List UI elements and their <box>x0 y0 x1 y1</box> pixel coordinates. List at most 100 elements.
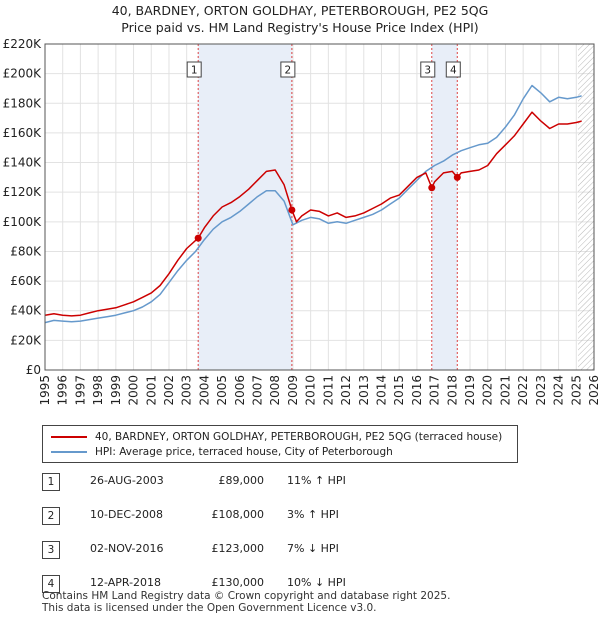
x-tick-label: 2008 <box>268 375 282 406</box>
transaction-hpi-diff: 11% ↑ HPI <box>287 474 346 487</box>
sale-points <box>194 173 461 242</box>
x-tick-label: 1996 <box>56 375 70 406</box>
x-tick-label: 2022 <box>516 375 530 406</box>
transaction-date: 02-NOV-2016 <box>90 542 164 555</box>
x-tick-label: 2015 <box>392 375 406 406</box>
legend-label-property: 40, BARDNEY, ORTON GOLDHAY, PETERBOROUGH… <box>95 431 503 443</box>
transaction-row: 3 02-NOV-2016 £123,000 7% ↓ HPI <box>42 540 442 574</box>
x-tick-label: 2019 <box>463 375 477 406</box>
transaction-date: 10-DEC-2008 <box>90 508 164 521</box>
x-tick-label: 2003 <box>180 375 194 406</box>
sale-label-box <box>280 61 296 78</box>
shaded-range <box>431 44 458 370</box>
sale-point <box>428 184 436 192</box>
y-tick-label: £220K <box>3 37 43 51</box>
x-tick-label: 2024 <box>552 375 566 406</box>
sale-labels: 1 2 3 4 <box>186 61 461 78</box>
plot-area <box>45 44 594 370</box>
sale-label: 3 <box>424 65 431 77</box>
transaction-number: 1 <box>42 473 60 491</box>
x-tick-label: 2023 <box>534 375 548 406</box>
x-tick-label: 2002 <box>162 375 176 406</box>
transaction-number: 4 <box>42 575 60 593</box>
transaction-hpi-diff: 10% ↓ HPI <box>287 576 346 589</box>
footer-line-1: Contains HM Land Registry data © Crown c… <box>42 590 451 602</box>
transaction-price: £130,000 <box>211 576 265 589</box>
chart-title: 40, BARDNEY, ORTON GOLDHAY, PETERBOROUGH… <box>0 2 600 36</box>
x-tick-label: 2013 <box>357 375 371 406</box>
transaction-date: 12-APR-2018 <box>90 576 162 589</box>
transaction-number: 3 <box>42 541 60 559</box>
transaction-number: 2 <box>42 507 60 525</box>
sale-label: 1 <box>191 65 198 77</box>
footer-line-2: This data is licensed under the Open Gov… <box>42 602 377 614</box>
transaction-row: 2 10-DEC-2008 £108,000 3% ↑ HPI <box>42 506 442 540</box>
sale-label-box <box>445 61 461 78</box>
transaction-price: £123,000 <box>211 542 265 555</box>
legend-swatch-hpi <box>51 451 87 453</box>
series-lines <box>44 84 582 324</box>
legend-label-hpi: HPI: Average price, terraced house, City… <box>95 446 393 458</box>
price-chart: 1 2 3 4 £0 £20K £40K £60K £80K £100K £120K £140K £1… <box>3 37 600 406</box>
legend-item-property: 40, BARDNEY, ORTON GOLDHAY, PETERBOROUGH… <box>51 430 502 444</box>
grid <box>44 43 595 371</box>
transaction-hpi-diff: 3% ↑ HPI <box>287 508 339 521</box>
plot-frame <box>44 43 595 371</box>
y-tick-label: £160K <box>3 126 43 140</box>
sale-label: 2 <box>285 65 292 77</box>
y-tick-label: £100K <box>3 215 43 229</box>
sale-point <box>194 234 202 242</box>
y-tick-label: £180K <box>3 96 43 110</box>
y-tick-label: £60K <box>10 274 42 288</box>
hpi-line <box>44 84 582 324</box>
x-tick-label: 2021 <box>498 375 512 406</box>
y-tick-label: £20K <box>10 333 42 347</box>
transaction-date: 26-AUG-2003 <box>90 474 164 487</box>
sale-point <box>453 173 461 181</box>
transactions-table: 1 26-AUG-2003 £89,000 11% ↑ HPI 2 10-DEC… <box>42 472 442 608</box>
legend-item-hpi: HPI: Average price, terraced house, City… <box>51 445 393 459</box>
transaction-price: £89,000 <box>218 474 265 487</box>
x-tick-label: 2006 <box>233 375 247 406</box>
y-tick-label: £120K <box>3 185 43 199</box>
x-tick-label: 2001 <box>144 375 158 406</box>
x-tick-label: 2011 <box>321 375 335 406</box>
transaction-price: £108,000 <box>211 508 265 521</box>
sale-label: 4 <box>450 65 457 77</box>
transaction-row: 4 12-APR-2018 £130,000 10% ↓ HPI <box>42 574 442 608</box>
x-tick-label: 2005 <box>215 375 229 406</box>
sale-shaded-ranges <box>198 44 594 370</box>
legend: 40, BARDNEY, ORTON GOLDHAY, PETERBOROUGH… <box>42 425 518 463</box>
x-tick-label: 2004 <box>197 375 211 406</box>
x-tick-label: 2025 <box>569 375 583 406</box>
sale-label-box <box>420 61 436 78</box>
x-tick-label: 2012 <box>339 375 353 406</box>
axes: £0 £20K £40K £60K £80K £100K £120K £140K £160K £1… <box>3 37 600 406</box>
sale-label-box <box>186 61 202 78</box>
forecast-hatch <box>578 44 594 370</box>
x-tick-label: 2014 <box>374 375 388 406</box>
transaction-row: 1 26-AUG-2003 £89,000 11% ↑ HPI <box>42 472 442 506</box>
x-tick-label: 1998 <box>91 375 105 406</box>
x-tick-label: 1995 <box>38 375 52 406</box>
y-tick-label: £200K <box>3 67 43 81</box>
x-tick-label: 2007 <box>251 375 265 406</box>
x-tick-label: 2000 <box>127 375 141 406</box>
title-line-2: Price paid vs. HM Land Registry's House … <box>121 20 479 35</box>
x-tick-label: 2026 <box>587 375 600 406</box>
title-line-1: 40, BARDNEY, ORTON GOLDHAY, PETERBOROUGH… <box>111 3 489 18</box>
footer: Contains HM Land Registry data © Crown c… <box>42 590 450 614</box>
y-tick-label: £0 <box>26 363 41 377</box>
x-tick-label: 2016 <box>410 375 424 406</box>
x-tick-label: 1999 <box>109 375 123 406</box>
y-tick-label: £80K <box>10 244 42 258</box>
legend-swatch-property <box>51 436 87 438</box>
x-tick-label: 2010 <box>304 375 318 406</box>
property-line <box>44 111 582 317</box>
x-tick-label: 2009 <box>286 375 300 406</box>
x-tick-label: 1997 <box>73 375 87 406</box>
x-tick-label: 2017 <box>428 375 442 406</box>
x-tick-label: 2018 <box>445 375 459 406</box>
y-tick-label: £140K <box>3 156 43 170</box>
transaction-hpi-diff: 7% ↓ HPI <box>287 542 339 555</box>
